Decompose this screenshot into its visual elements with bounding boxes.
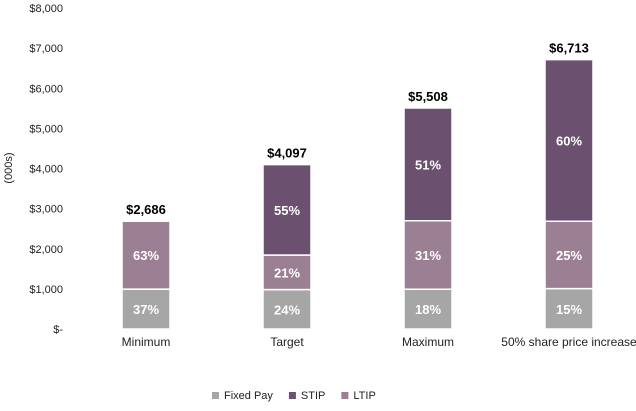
segment-label: 51% [415, 157, 441, 172]
legend-label: Fixed Pay [224, 390, 273, 402]
legend-item: Fixed Pay [212, 390, 273, 402]
y-tick-label: $2,000 [29, 244, 63, 256]
x-axis: Minimum Target Maximum 50% share price incr… [122, 335, 636, 349]
segment-label: 31% [415, 248, 441, 263]
bar-segment-fixed-pay [403, 288, 453, 330]
segment-label: 60% [556, 133, 582, 148]
y-tick-label: $8,000 [29, 3, 63, 15]
bar-segment-stip [544, 58, 594, 223]
y-tick-label: $1,000 [29, 284, 63, 296]
bar-segment-fixed-pay [121, 288, 171, 330]
y-axis: $- $1,000 $2,000 $3,000 $4,000 $5,000 $6,000 $7… [29, 3, 63, 336]
bar-segment-fixed-pay [544, 287, 594, 330]
legend-item: STIP [288, 390, 325, 402]
legend: Fixed Pay STIP LTIP [212, 390, 376, 402]
y-tick-label: $4,000 [29, 164, 63, 176]
bar-segment-stip [262, 163, 312, 256]
x-tick-label: Maximum [402, 335, 454, 349]
legend-item: LTIP [341, 390, 376, 402]
total-label: $5,508 [408, 89, 448, 104]
y-axis-label: (000s) [3, 152, 15, 183]
bar-segment-ltip [403, 219, 453, 290]
legend-swatch [288, 392, 296, 399]
total-label: $6,713 [549, 41, 589, 56]
total-label: $2,686 [126, 202, 166, 217]
x-tick-label: 50% share price increase [501, 335, 636, 349]
bar-segment-ltip [544, 220, 594, 290]
legend-swatch [212, 392, 219, 399]
x-tick-label: Minimum [122, 335, 171, 349]
y-tick-label: $6,000 [29, 83, 63, 95]
y-tick-label: $- [53, 324, 63, 336]
bar-segment-ltip [262, 254, 312, 291]
segment-label: 63% [133, 248, 159, 263]
bars: 37% 63% $2,686 24% 21% 55% $4,097 18% 31% 51% $5,5… [121, 41, 594, 330]
x-tick-label: Target [270, 335, 304, 349]
y-tick-label: $3,000 [29, 204, 63, 216]
bar-segment-ltip [121, 220, 171, 290]
segment-label: 55% [274, 203, 300, 218]
segment-label: 37% [133, 302, 159, 317]
segment-label: 25% [556, 248, 582, 263]
legend-label: STIP [301, 390, 325, 402]
total-label: $4,097 [267, 146, 307, 161]
legend-label: LTIP [353, 390, 375, 402]
segment-label: 21% [274, 265, 300, 280]
legend-swatch [341, 392, 349, 399]
y-tick-label: $5,000 [29, 123, 63, 135]
segment-label: 15% [556, 302, 582, 317]
y-tick-label: $7,000 [29, 43, 63, 55]
segment-label: 18% [415, 302, 441, 317]
segment-label: 24% [274, 302, 300, 317]
bar-segment-stip [403, 107, 453, 222]
